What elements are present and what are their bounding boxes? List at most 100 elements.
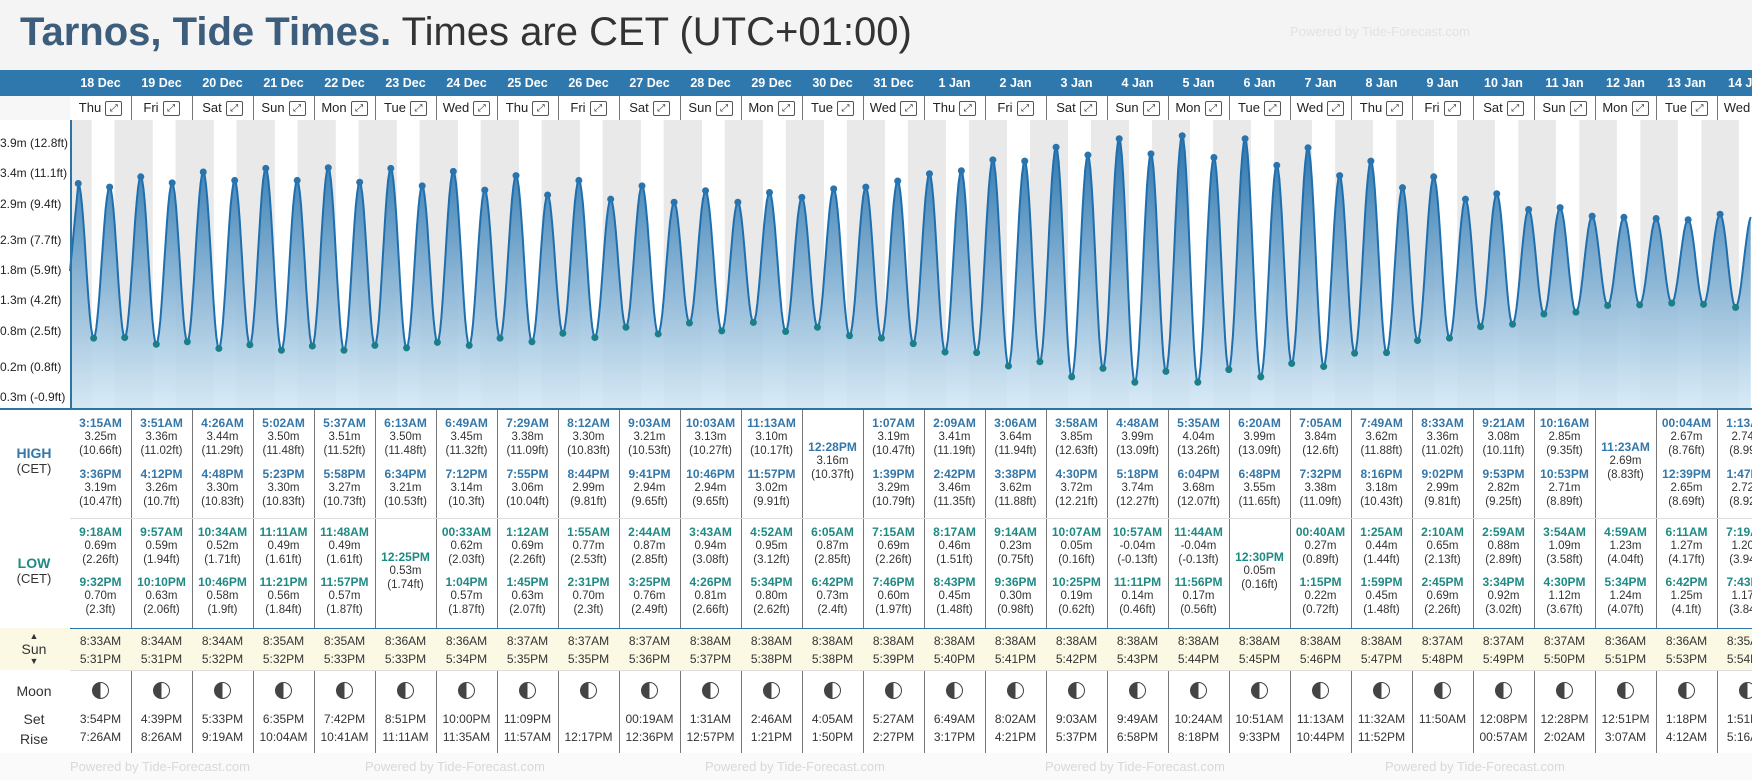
expand-icon[interactable]: ⤢	[105, 101, 123, 117]
expand-icon[interactable]: ⤢	[1142, 101, 1160, 117]
expand-icon[interactable]: ⤢	[715, 101, 733, 117]
high-tide-point[interactable]	[1556, 204, 1564, 212]
low-tide-point[interactable]	[909, 340, 917, 348]
low-tide-point[interactable]	[371, 341, 379, 349]
low-tide-point[interactable]	[813, 323, 821, 331]
high-tide-point[interactable]	[1461, 195, 1469, 203]
low-tide-point[interactable]	[1509, 320, 1517, 328]
low-tide-point[interactable]	[1162, 367, 1170, 375]
high-tide-point[interactable]	[1684, 216, 1692, 224]
low-tide-point[interactable]	[1604, 302, 1612, 310]
high-tide-point[interactable]	[137, 173, 145, 181]
high-tide-point[interactable]	[1147, 150, 1155, 158]
low-tide-point[interactable]	[1257, 373, 1265, 381]
high-tide-point[interactable]	[1652, 215, 1660, 223]
high-tide-point[interactable]	[74, 179, 82, 187]
expand-icon[interactable]: ⤢	[350, 101, 368, 117]
high-tide-point[interactable]	[1304, 144, 1312, 152]
low-tide-point[interactable]	[1004, 362, 1012, 370]
high-tide-point[interactable]	[1021, 157, 1029, 165]
expand-icon[interactable]: ⤢	[1263, 101, 1281, 117]
high-tide-point[interactable]	[1430, 173, 1438, 181]
low-tide-point[interactable]	[1700, 300, 1708, 308]
low-tide-point[interactable]	[622, 323, 630, 331]
high-tide-point[interactable]	[199, 168, 207, 176]
high-tide-point[interactable]	[1084, 151, 1092, 159]
high-tide-point[interactable]	[1115, 135, 1123, 143]
expand-icon[interactable]: ⤢	[162, 101, 180, 117]
low-tide-point[interactable]	[1572, 308, 1580, 316]
high-tide-point[interactable]	[324, 164, 332, 172]
low-tide-point[interactable]	[528, 338, 536, 346]
low-tide-point[interactable]	[782, 328, 790, 336]
low-tide-point[interactable]	[90, 334, 98, 342]
low-tide-point[interactable]	[1477, 323, 1485, 331]
high-tide-point[interactable]	[925, 170, 933, 178]
expand-icon[interactable]: ⤢	[900, 101, 918, 117]
low-tide-point[interactable]	[433, 338, 441, 346]
high-tide-point[interactable]	[512, 172, 520, 180]
high-tide-point[interactable]	[830, 185, 838, 193]
high-tide-point[interactable]	[1716, 210, 1724, 218]
low-tide-point[interactable]	[403, 344, 411, 352]
low-tide-point[interactable]	[973, 349, 981, 357]
low-tide-point[interactable]	[1194, 378, 1202, 386]
low-tide-point[interactable]	[1732, 303, 1740, 311]
expand-icon[interactable]: ⤢	[1079, 101, 1097, 117]
expand-icon[interactable]: ⤢	[1016, 101, 1034, 117]
low-tide-point[interactable]	[749, 318, 757, 326]
low-tide-point[interactable]	[1288, 360, 1296, 368]
high-tide-point[interactable]	[1273, 161, 1281, 169]
high-tide-point[interactable]	[1525, 205, 1533, 213]
high-tide-point[interactable]	[957, 167, 965, 175]
expand-icon[interactable]: ⤢	[1631, 101, 1649, 117]
high-tide-point[interactable]	[1241, 135, 1249, 143]
expand-icon[interactable]: ⤢	[409, 101, 427, 117]
high-tide-point[interactable]	[1178, 132, 1186, 140]
high-tide-point[interactable]	[989, 156, 997, 164]
expand-icon[interactable]: ⤢	[836, 101, 854, 117]
high-tide-point[interactable]	[638, 182, 646, 190]
high-tide-point[interactable]	[449, 167, 457, 175]
low-tide-point[interactable]	[559, 329, 567, 337]
expand-icon[interactable]: ⤢	[1386, 101, 1404, 117]
expand-icon[interactable]: ⤢	[532, 101, 550, 117]
low-tide-point[interactable]	[877, 334, 885, 342]
expand-icon[interactable]: ⤢	[1204, 101, 1222, 117]
low-tide-point[interactable]	[1099, 364, 1107, 372]
high-tide-point[interactable]	[734, 198, 742, 206]
high-tide-point[interactable]	[293, 176, 301, 184]
high-tide-point[interactable]	[607, 195, 615, 203]
low-tide-point[interactable]	[277, 346, 285, 354]
low-tide-point[interactable]	[654, 330, 662, 338]
low-tide-point[interactable]	[1668, 299, 1676, 307]
high-tide-point[interactable]	[356, 178, 364, 186]
low-tide-point[interactable]	[496, 334, 504, 342]
low-tide-point[interactable]	[1445, 334, 1453, 342]
low-tide-point[interactable]	[1225, 366, 1233, 374]
high-tide-point[interactable]	[481, 186, 489, 194]
expand-icon[interactable]: ⤢	[288, 101, 306, 117]
high-tide-point[interactable]	[106, 183, 114, 191]
high-tide-point[interactable]	[387, 164, 395, 172]
low-tide-point[interactable]	[308, 342, 316, 350]
high-tide-point[interactable]	[231, 176, 239, 184]
high-tide-point[interactable]	[1210, 153, 1218, 161]
expand-icon[interactable]: ⤢	[473, 101, 491, 117]
low-tide-point[interactable]	[1636, 301, 1644, 309]
low-tide-point[interactable]	[246, 341, 254, 349]
low-tide-point[interactable]	[1131, 378, 1139, 386]
high-tide-point[interactable]	[1620, 213, 1628, 221]
low-tide-point[interactable]	[1414, 337, 1422, 345]
high-tide-point[interactable]	[168, 179, 176, 187]
low-tide-point[interactable]	[121, 334, 129, 342]
expand-icon[interactable]: ⤢	[1506, 101, 1524, 117]
low-tide-point[interactable]	[183, 338, 191, 346]
low-tide-point[interactable]	[1068, 373, 1076, 381]
expand-icon[interactable]: ⤢	[1443, 101, 1461, 117]
high-tide-point[interactable]	[1588, 212, 1596, 220]
low-tide-point[interactable]	[685, 319, 693, 327]
low-tide-point[interactable]	[1540, 310, 1548, 318]
low-tide-point[interactable]	[215, 344, 223, 352]
expand-icon[interactable]: ⤢	[1690, 101, 1708, 117]
